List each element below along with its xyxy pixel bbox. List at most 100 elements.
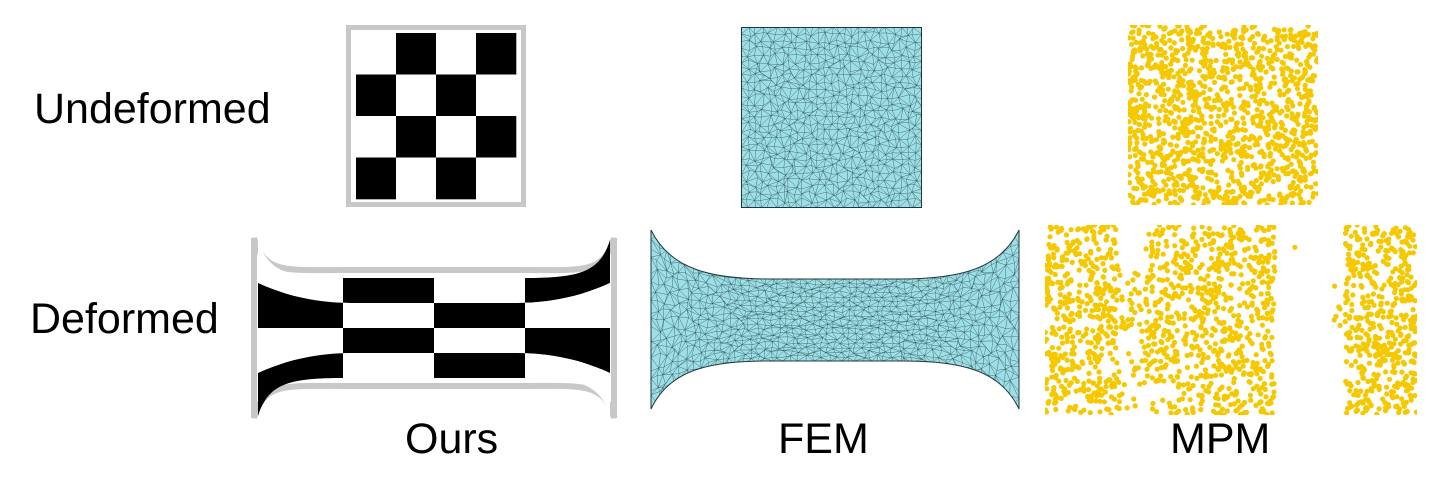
- particle: [1144, 366, 1150, 372]
- particle: [1094, 256, 1100, 262]
- particle: [1149, 375, 1155, 381]
- particle: [1308, 76, 1314, 83]
- particle: [1216, 402, 1222, 408]
- particle: [1406, 333, 1412, 339]
- particle: [1254, 107, 1260, 113]
- particle: [1310, 194, 1316, 200]
- particle: [1307, 42, 1313, 48]
- particle: [1165, 301, 1171, 307]
- particle: [1173, 410, 1179, 415]
- particle: [1170, 320, 1176, 326]
- particle: [1244, 153, 1250, 159]
- particle: [1200, 383, 1206, 389]
- particle: [1264, 316, 1270, 322]
- particle: [1354, 407, 1361, 413]
- particle: [1218, 372, 1225, 378]
- row-label-undeformed: Undeformed: [34, 85, 271, 133]
- particle: [1174, 105, 1180, 111]
- particle: [1199, 236, 1205, 242]
- particle: [1211, 128, 1217, 134]
- particle: [1197, 125, 1204, 131]
- particle: [1141, 380, 1147, 386]
- particle: [1229, 169, 1235, 176]
- particle: [1147, 134, 1154, 140]
- particle: [1156, 198, 1162, 204]
- particle: [1176, 397, 1182, 403]
- particle: [1332, 283, 1338, 289]
- particle: [1398, 247, 1404, 253]
- particle: [1171, 93, 1177, 99]
- particle: [1343, 311, 1349, 318]
- particle: [1223, 107, 1229, 113]
- particle: [1249, 94, 1255, 100]
- particle: [1282, 199, 1288, 205]
- particle: [1144, 46, 1150, 52]
- particle: [1128, 129, 1133, 135]
- particle: [1291, 75, 1297, 81]
- column-label-mpm: MPM: [1170, 415, 1271, 463]
- particle: [1181, 107, 1187, 113]
- particle: [1077, 282, 1083, 288]
- particle: [1343, 344, 1350, 350]
- particle: [1103, 299, 1110, 305]
- particle: [1132, 403, 1138, 409]
- particle: [1085, 339, 1091, 345]
- particle: [1202, 139, 1208, 145]
- particle: [1218, 34, 1224, 40]
- particle: [1212, 261, 1218, 267]
- particle: [1266, 175, 1272, 181]
- particle: [1190, 108, 1196, 114]
- particle: [1062, 351, 1068, 357]
- particle: [1062, 317, 1069, 323]
- particle: [1199, 333, 1206, 339]
- particle: [1304, 148, 1310, 154]
- particle: [1258, 97, 1264, 103]
- particle: [1303, 155, 1309, 161]
- particle: [1064, 299, 1070, 306]
- particle: [1352, 229, 1358, 235]
- particle: [1268, 296, 1274, 302]
- particle: [1277, 148, 1283, 154]
- particle: [1198, 59, 1204, 65]
- particle: [1360, 410, 1366, 415]
- ours-undeformed-checkerboard: [346, 25, 526, 207]
- particle: [1241, 85, 1247, 91]
- particle: [1302, 86, 1308, 92]
- particle: [1114, 404, 1120, 410]
- particle: [1134, 140, 1140, 146]
- particle: [1393, 404, 1399, 410]
- particle: [1243, 81, 1249, 87]
- particle: [1342, 319, 1348, 325]
- particle: [1279, 59, 1285, 65]
- particle: [1160, 103, 1166, 109]
- particle: [1148, 149, 1154, 155]
- particle: [1299, 152, 1306, 158]
- particle: [1262, 358, 1268, 364]
- particle: [1402, 225, 1408, 231]
- particle: [1301, 94, 1307, 100]
- particle: [1392, 336, 1398, 342]
- particle: [1204, 131, 1210, 137]
- particle: [1394, 384, 1400, 390]
- particle: [1213, 57, 1219, 64]
- particle: [1193, 269, 1199, 275]
- particle: [1267, 150, 1273, 157]
- particle: [1221, 291, 1227, 297]
- particle: [1055, 358, 1061, 364]
- particle: [1144, 373, 1150, 379]
- particle: [1104, 233, 1110, 239]
- particle: [1185, 381, 1191, 387]
- particle: [1086, 370, 1092, 376]
- particle: [1198, 372, 1204, 378]
- particle: [1071, 351, 1077, 357]
- particle: [1045, 253, 1051, 259]
- particle: [1192, 252, 1198, 259]
- particle: [1214, 179, 1220, 185]
- particle: [1108, 412, 1114, 415]
- particle: [1098, 255, 1105, 261]
- particle: [1176, 315, 1182, 322]
- particle: [1296, 141, 1302, 148]
- particle: [1182, 323, 1188, 329]
- particle: [1126, 351, 1132, 357]
